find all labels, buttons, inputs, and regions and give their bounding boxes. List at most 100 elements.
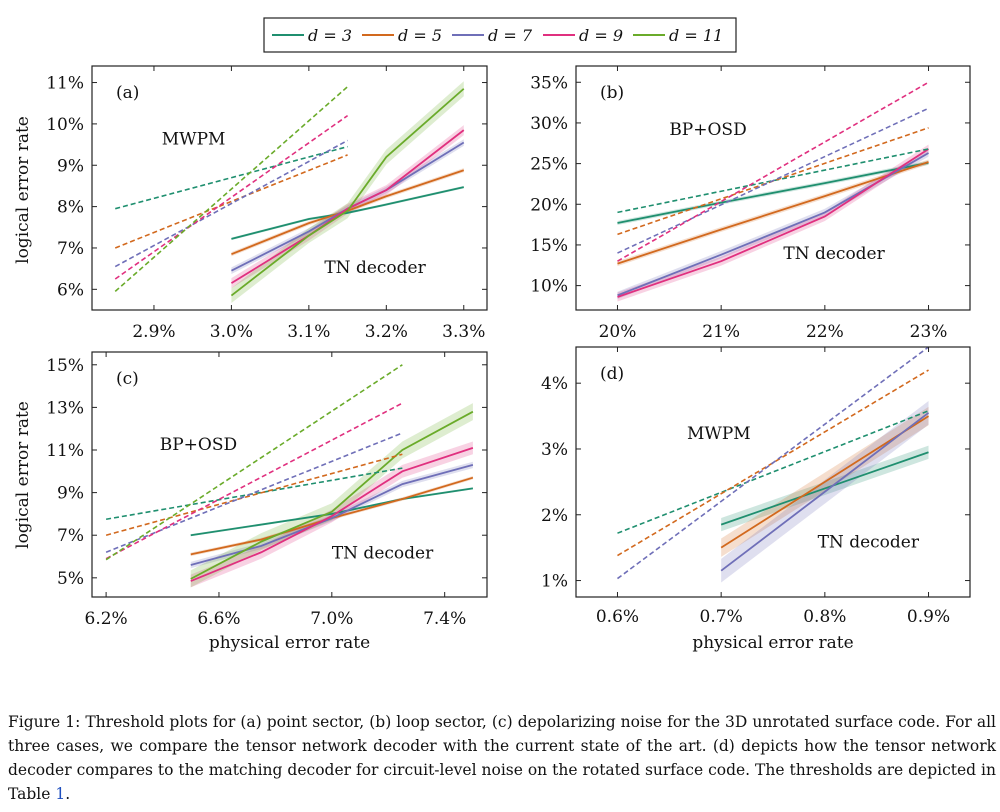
line-a-mwpm-d11 <box>114 86 349 292</box>
legend-label-d11: d = 11 <box>669 26 723 45</box>
line-b-tn-d9 <box>617 148 930 298</box>
line-a-tn-d9 <box>230 129 465 284</box>
ytick-label-b: 20% <box>530 195 568 215</box>
line-d-mwpm-d7 <box>616 347 930 580</box>
xlabel-c: physical error rate <box>209 633 370 653</box>
xtick-label-b: 21% <box>702 322 740 342</box>
panel-d-frame <box>575 346 971 598</box>
annotation-mwpm: MWPM <box>687 424 751 444</box>
xtick-label-b: 23% <box>910 322 948 342</box>
xtick-label-b: 22% <box>806 322 844 342</box>
legend-label-d9: d = 9 <box>579 26 623 45</box>
panel-d-lines <box>616 347 930 580</box>
legend-label-d7: d = 7 <box>488 26 533 45</box>
line-c-tn-d11 <box>190 410 474 580</box>
panel-label-a: (a) <box>116 83 139 103</box>
ylabel-c: logical error rate <box>13 401 33 549</box>
xtick-label-c: 6.6% <box>197 609 240 629</box>
legend-label-d3: d = 3 <box>308 26 352 45</box>
line-b-bposd-d7 <box>617 107 929 254</box>
line-d-mwpm-d5 <box>617 369 929 557</box>
panels: 2.9% 3.0% 3.1% 3.2% 3.3% 6% 7% 8% 9% 10% 11% (a) MWP… <box>13 65 971 653</box>
legend-label-d5: d = 5 <box>398 26 442 45</box>
ytick-label-d: 2% <box>541 506 568 526</box>
line-c-bposd-d5 <box>105 453 403 536</box>
figure-caption: Figure 1: Threshold plots for (a) point … <box>8 710 996 806</box>
threshold-figure: d = 3 d = 5 d = 7 d = 9 d = 11 2.9% 3.0% 3.1% 3… <box>13 17 971 653</box>
ytick-label-b: 15% <box>530 236 568 256</box>
xtick-label-d: 0.8% <box>803 607 846 627</box>
ytick-label-d: 3% <box>541 440 568 460</box>
line-c-bposd-d3 <box>105 467 403 521</box>
xtick-label-a: 3.3% <box>442 322 485 342</box>
panel-c-frame <box>91 351 488 598</box>
panel-b: 20% 21% 22% 23% 10% 15% 20% 25% 30% 35% (b) BP+OSD T… <box>530 65 971 342</box>
ytick-label-a: 11% <box>46 74 84 94</box>
annotation-tn-decoder: TN decoder <box>818 533 920 553</box>
xtick-label-a: 3.2% <box>365 322 408 342</box>
table-reference-link[interactable]: 1 <box>55 785 66 803</box>
line-d-tn-d3 <box>720 451 929 526</box>
line-c-bposd-d11 <box>105 364 403 561</box>
xtick-label-a: 2.9% <box>132 322 175 342</box>
ytick-label-b: 10% <box>530 277 568 297</box>
ytick-label-a: 6% <box>57 280 84 300</box>
line-a-tn-d11 <box>230 88 465 297</box>
ytick-label-c: 9% <box>57 484 84 504</box>
ytick-label-c: 7% <box>57 526 84 546</box>
ytick-label-c: 11% <box>46 441 84 461</box>
ytick-label-d: 4% <box>541 374 568 394</box>
panel-a-lines <box>114 86 465 297</box>
annotation-mwpm: MWPM <box>162 130 226 150</box>
ytick-label-a: 9% <box>57 156 84 176</box>
xtick-label-c: 7.4% <box>423 609 466 629</box>
caption-text: Figure 1: Threshold plots for (a) point … <box>8 713 996 803</box>
ytick-label-c: 13% <box>46 398 84 418</box>
line-a-mwpm-d5 <box>114 154 348 249</box>
xtick-label-d: 0.7% <box>700 607 743 627</box>
caption-end: . <box>65 785 71 803</box>
xlabel-d: physical error rate <box>692 633 853 653</box>
line-c-tn-d3 <box>190 487 474 537</box>
annotation-bp-osd: BP+OSD <box>160 435 237 455</box>
ytick-label-b: 35% <box>530 73 568 93</box>
line-a-mwpm-d3 <box>115 145 348 210</box>
ylabel-a: logical error rate <box>13 116 33 264</box>
annotation-bp-osd: BP+OSD <box>669 120 746 140</box>
annotation-tn-decoder: TN decoder <box>783 244 885 264</box>
ytick-label-b: 25% <box>530 155 568 175</box>
ytick-label-d: 1% <box>541 572 568 592</box>
ytick-label-a: 10% <box>46 115 84 135</box>
panel-c: 6.2% 6.6% 7.0% 7.4% 5% 7% 9% 11% 13% 15% (c) BP+OSD… <box>13 351 488 653</box>
panel-b-lines <box>617 81 930 298</box>
line-c-tn-d7 <box>190 464 474 566</box>
ytick-label-c: 5% <box>57 569 84 589</box>
band-b-d7 <box>617 149 929 300</box>
ytick-label-a: 7% <box>57 239 84 259</box>
line-b-tn-d5 <box>617 161 929 265</box>
panel-label-c: (c) <box>116 369 139 389</box>
annotation-tn-decoder: TN decoder <box>324 258 426 278</box>
xtick-label-c: 7.0% <box>310 609 353 629</box>
line-a-mwpm-d7 <box>114 139 348 268</box>
panel-d: 0.6% 0.7% 0.8% 0.9% 1% 2% 3% 4% (d) MWPM TN decode… <box>541 346 971 653</box>
panel-label-d: (d) <box>600 364 624 384</box>
panel-b-frame <box>575 65 971 311</box>
xtick-label-b: 20% <box>599 322 637 342</box>
line-b-bposd-d9 <box>617 81 929 262</box>
line-a-tn-d3 <box>231 186 464 240</box>
line-b-tn-d3 <box>617 161 929 224</box>
line-c-bposd-d7 <box>105 432 403 554</box>
legend: d = 3 d = 5 d = 7 d = 9 d = 11 <box>263 17 737 53</box>
line-c-tn-d9 <box>190 447 474 582</box>
ytick-label-c: 15% <box>46 356 84 376</box>
xtick-label-a: 3.1% <box>287 322 330 342</box>
panel-c-lines <box>105 364 474 582</box>
line-a-mwpm-d9 <box>114 114 349 280</box>
ytick-label-b: 30% <box>530 114 568 134</box>
line-b-bposd-d3 <box>617 148 929 214</box>
panel-label-b: (b) <box>600 83 624 103</box>
line-d-tn-d7 <box>720 412 930 572</box>
ytick-label-a: 8% <box>57 198 84 218</box>
annotation-tn-decoder: TN decoder <box>332 544 434 564</box>
